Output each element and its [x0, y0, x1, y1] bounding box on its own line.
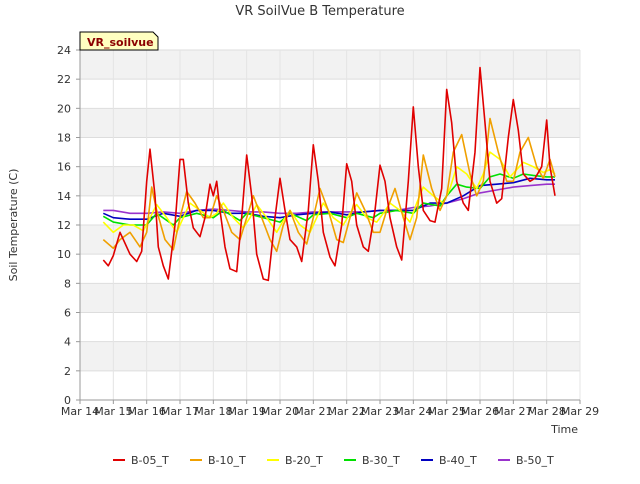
legend-entry: B-05_T [131, 454, 169, 467]
legend-entry: B-50_T [516, 454, 554, 467]
x-tick-label: Mar 25 [428, 405, 466, 418]
legend-entry: B-30_T [362, 454, 400, 467]
grid-band [80, 341, 580, 371]
grid-band [80, 108, 580, 138]
chart-title: VR SoilVue B Temperature [235, 4, 404, 19]
x-tick-label: Mar 19 [228, 405, 266, 418]
legend: B-05_T B-10_T B-20_T B-30_T B-40_T B-50_T [113, 454, 554, 467]
series-line-b-10-t [102, 117, 556, 253]
x-tick-label: Mar 26 [461, 405, 499, 418]
y-tick-label: 2 [64, 365, 71, 378]
legend-entry: B-20_T [285, 454, 323, 467]
site-label: VR_soilvue [87, 36, 154, 49]
y-tick-label: 18 [57, 132, 71, 145]
y-tick-label: 6 [64, 307, 71, 320]
y-tick-label: 24 [57, 44, 71, 57]
series-line-b-05-t [102, 66, 556, 282]
x-tick-label: Mar 24 [394, 405, 432, 418]
site-label-badge-shape [79, 31, 159, 51]
y-tick-label: 10 [57, 248, 71, 261]
x-tick-label: Mar 21 [294, 405, 332, 418]
y-tick-label: 14 [57, 190, 71, 203]
x-tick-label: Mar 15 [94, 405, 132, 418]
x-tick-label: Mar 17 [161, 405, 199, 418]
x-tick-label: Mar 14 [61, 405, 99, 418]
x-tick-label: Mar 23 [361, 405, 399, 418]
legend-entry: B-40_T [439, 454, 477, 467]
grid-band [80, 225, 580, 255]
y-tick-label: 20 [57, 102, 71, 115]
series-layer [102, 66, 556, 282]
x-tick-label: Mar 29 [561, 405, 599, 418]
x-axis-label: Time [550, 423, 578, 436]
y-tick-label: 8 [64, 277, 71, 290]
y-tick-label: 4 [64, 336, 71, 349]
x-tick-label: Mar 20 [261, 405, 299, 418]
y-axis-label: Soil Temperature (C) [7, 169, 20, 282]
grid-band [80, 166, 580, 196]
x-tick-label: Mar 18 [194, 405, 232, 418]
x-tick-label: Mar 22 [328, 405, 366, 418]
x-tick-label: Mar 16 [128, 405, 166, 418]
grid-band [80, 50, 580, 80]
y-tick-label: 0 [64, 394, 71, 407]
site-label-badge: VR_soilvue [79, 31, 159, 51]
y-tick-label: 12 [57, 219, 71, 232]
x-tick-label: Mar 27 [494, 405, 532, 418]
legend-entry: B-10_T [208, 454, 246, 467]
x-tick-label: Mar 28 [528, 405, 566, 418]
grid-band [80, 283, 580, 313]
y-tick-label: 16 [57, 161, 71, 174]
y-tick-label: 22 [57, 73, 71, 86]
